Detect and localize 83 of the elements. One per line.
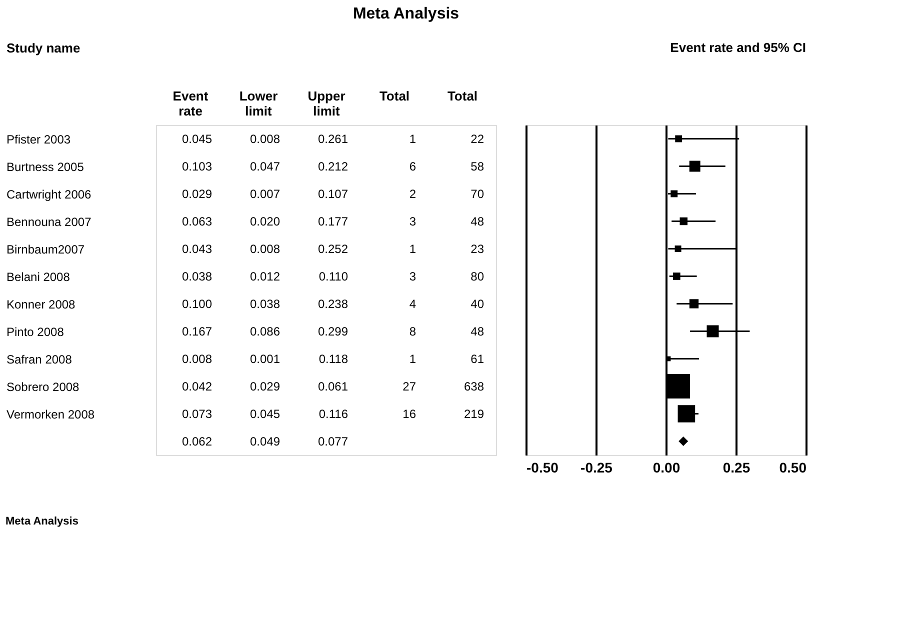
data-label: 0.061 (318, 379, 348, 394)
x-tick-label: Event rate (172, 88, 209, 118)
y-tick-label: Burtness 2005 (6, 160, 84, 174)
x-tick-label: 0.00 (652, 460, 680, 476)
data-label: 0.073 (182, 406, 212, 421)
x-tick-label: Upper limit (308, 88, 346, 118)
data-label: 0.042 (182, 379, 212, 394)
data-label: 0.038 (182, 269, 212, 284)
y-tick-label: Pinto 2008 (6, 324, 64, 339)
data-label: 0.045 (182, 132, 212, 146)
data-label: 48 (470, 214, 484, 228)
data-label: 0.038 (250, 296, 280, 311)
data-label: 0.063 (182, 214, 212, 228)
data-label: 0.299 (318, 324, 348, 338)
data-label: 0.086 (250, 324, 280, 338)
y-tick-label: Bennouna 2007 (6, 214, 92, 229)
data-label: 0.008 (182, 352, 212, 366)
data-label: 0.001 (250, 352, 280, 366)
data-label: 3 (409, 214, 416, 228)
data-label: 0.062 (182, 434, 212, 448)
data-label: 40 (470, 296, 484, 311)
data-label: 61 (470, 352, 484, 366)
data-label: 1 (409, 352, 416, 366)
data-label: 0.045 (250, 406, 280, 421)
x-tick-label: -0.50 (526, 460, 559, 476)
data-label: 0.167 (182, 324, 212, 338)
x-tick-label: Total (379, 88, 410, 104)
data-label: 58 (470, 159, 484, 174)
data-label: 48 (470, 324, 484, 338)
data-label: 0.103 (182, 159, 212, 174)
data-label: 0.177 (318, 214, 348, 228)
y-axis-title: Study name (6, 40, 80, 56)
data-label: 0.107 (318, 186, 348, 201)
data-label: 0.012 (250, 269, 280, 284)
data-label: 8 (409, 324, 416, 338)
data-label: 0.007 (250, 186, 280, 201)
chart-title: Meta Analysis (352, 6, 460, 22)
data-label: 2 (409, 186, 416, 201)
y-tick-label: Belani 2008 (6, 270, 70, 284)
data-label: 0.029 (182, 186, 212, 201)
x-tick-label: 0.50 (779, 460, 807, 476)
y-tick-label: Sobrero 2008 (6, 380, 80, 394)
data-label: 0.043 (182, 242, 212, 256)
y-tick-label: Pfister 2003 (6, 132, 71, 146)
y-tick-label: Vermorken 2008 (6, 407, 95, 422)
data-label: 80 (470, 269, 484, 284)
data-label: 638 (464, 379, 484, 394)
y-tick-label: Konner 2008 (6, 297, 76, 312)
data-label: 0.049 (250, 434, 280, 448)
data-label: 0.100 (182, 296, 212, 311)
x-tick-label: 0.25 (722, 460, 750, 476)
data-label: 27 (402, 379, 416, 394)
chart-title: Event rate and 95% CI (670, 40, 806, 55)
text: Meta Analysis (6, 516, 78, 528)
data-label: 0.029 (250, 379, 280, 394)
data-label: 22 (470, 132, 484, 146)
data-label: 0.116 (318, 406, 348, 421)
data-label: 3 (409, 269, 416, 284)
data-label: 1 (409, 132, 416, 146)
data-label: 0.110 (318, 269, 348, 284)
data-label: 6 (409, 159, 416, 174)
data-label: 70 (470, 186, 484, 201)
data-label: 0.118 (318, 352, 348, 366)
data-label: 0.077 (318, 434, 348, 448)
data-label: 0.008 (250, 132, 280, 146)
data-label: 0.261 (318, 132, 348, 146)
data-label: 0.212 (318, 159, 348, 174)
x-tick-label: Lower limit (239, 88, 278, 118)
data-label: 0.252 (318, 242, 348, 256)
y-tick-label: Safran 2008 (6, 352, 72, 366)
data-label: 1 (409, 242, 416, 256)
x-tick-label: -0.25 (580, 460, 613, 476)
data-label: 219 (464, 406, 484, 421)
x-tick-label: Total (447, 88, 478, 104)
data-label: 0.238 (318, 296, 348, 311)
y-tick-label: Birnbaum2007 (6, 242, 85, 256)
data-label: 0.020 (250, 214, 280, 228)
data-label: 0.008 (250, 242, 280, 256)
y-tick-label: Cartwright 2006 (6, 187, 92, 202)
data-label: 16 (402, 406, 416, 421)
data-label: 0.047 (250, 159, 280, 174)
data-label: 4 (409, 296, 416, 311)
data-label: 23 (470, 242, 484, 256)
